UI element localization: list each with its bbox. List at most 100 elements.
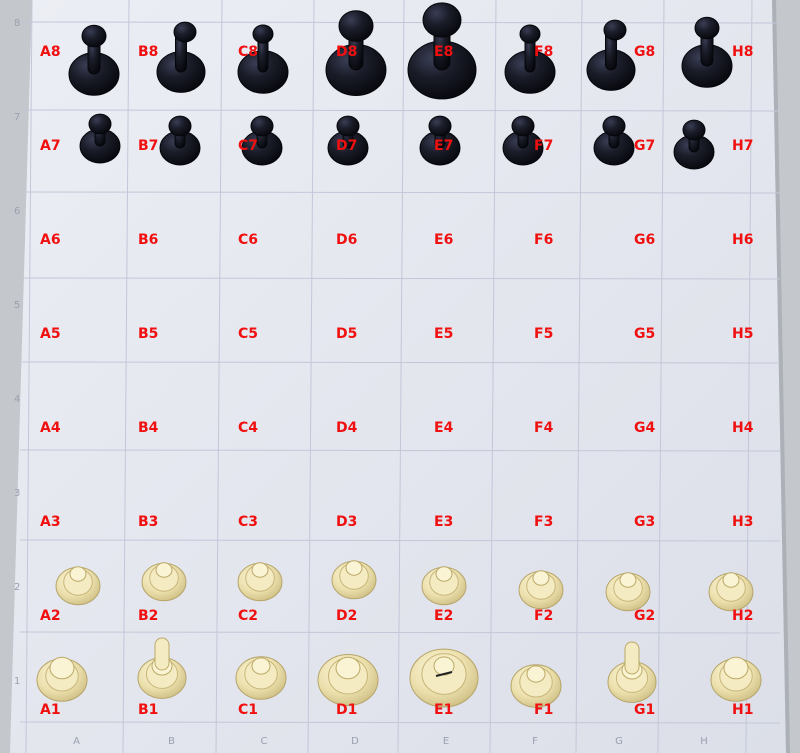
square-label: B2 bbox=[138, 608, 158, 624]
square-label: F3 bbox=[534, 514, 553, 530]
square-label: D4 bbox=[336, 420, 358, 436]
square-label: F6 bbox=[534, 232, 553, 248]
grid-line-vertical bbox=[307, 0, 315, 753]
grid-line-vertical bbox=[657, 0, 665, 753]
square-label: F8 bbox=[534, 44, 553, 60]
white-knight-piece bbox=[607, 641, 657, 703]
square-label: G3 bbox=[634, 514, 655, 530]
square-label: D3 bbox=[336, 514, 357, 530]
edge-mark-file: G bbox=[615, 736, 623, 747]
black-pawn-piece bbox=[419, 115, 461, 166]
black-rook-piece bbox=[68, 24, 120, 96]
edge-mark-file: A bbox=[73, 736, 80, 747]
square-label: C8 bbox=[238, 44, 258, 60]
square-label: E6 bbox=[434, 232, 453, 248]
square-label: F4 bbox=[534, 420, 554, 436]
square-label: H4 bbox=[732, 420, 754, 436]
black-bishop-piece bbox=[504, 24, 556, 94]
white-pawn-piece bbox=[518, 570, 564, 610]
black-knight-piece bbox=[156, 21, 206, 93]
square-label: A3 bbox=[40, 514, 61, 530]
edge-mark-rank: 7 bbox=[14, 112, 20, 123]
square-label: C4 bbox=[238, 420, 258, 436]
grid-line-vertical bbox=[745, 0, 753, 753]
square-label: C7 bbox=[238, 138, 258, 154]
white-pawn-piece bbox=[331, 560, 377, 600]
grid-line-vertical bbox=[575, 0, 583, 753]
grid-line-horizontal bbox=[19, 539, 781, 542]
square-label: A6 bbox=[40, 232, 61, 248]
edge-mark-file: D bbox=[351, 736, 359, 747]
square-label: G6 bbox=[634, 232, 655, 248]
square-label: B1 bbox=[138, 702, 158, 718]
square-label: E2 bbox=[434, 608, 453, 624]
square-label: B3 bbox=[138, 514, 158, 530]
grid-line-vertical bbox=[25, 0, 33, 753]
white-knight-piece bbox=[137, 637, 187, 699]
grid-line-horizontal bbox=[19, 721, 781, 724]
white-pawn-piece bbox=[421, 566, 467, 606]
square-label: G7 bbox=[634, 138, 655, 154]
square-label: D5 bbox=[336, 326, 357, 342]
grid-line-vertical bbox=[489, 0, 497, 753]
grid-lines bbox=[19, 0, 781, 753]
square-label: H2 bbox=[732, 608, 753, 624]
white-pawn-piece bbox=[237, 562, 283, 602]
edge-mark-rank: 1 bbox=[14, 676, 20, 687]
square-label: A8 bbox=[40, 44, 61, 60]
square-label: F5 bbox=[534, 326, 553, 342]
square-label: B4 bbox=[138, 420, 159, 436]
board-edge-shadow bbox=[772, 0, 790, 753]
square-label: H5 bbox=[732, 326, 753, 342]
edge-mark-file: E bbox=[443, 736, 449, 747]
edge-mark-rank: 4 bbox=[14, 394, 20, 405]
square-label: H3 bbox=[732, 514, 753, 530]
square-labels: A8 B8 C8 D8 E8 F8 G8 H8 A7 B7 C7 D7 E7 F7 G7 H7 A6 B6 C6 D6… bbox=[40, 44, 754, 718]
square-label: F2 bbox=[534, 608, 553, 624]
square-label: B7 bbox=[138, 138, 158, 154]
white-pawn-piece bbox=[605, 572, 651, 612]
square-label: B6 bbox=[138, 232, 158, 248]
grid-line-horizontal bbox=[19, 277, 781, 280]
square-label: A2 bbox=[40, 608, 61, 624]
square-label: H8 bbox=[732, 44, 753, 60]
grid-line-horizontal bbox=[19, 21, 781, 24]
square-label: D2 bbox=[336, 608, 357, 624]
square-label: D1 bbox=[336, 702, 357, 718]
white-rook-piece bbox=[36, 656, 88, 702]
square-label: G2 bbox=[634, 608, 655, 624]
square-label: D7 bbox=[336, 138, 357, 154]
square-label: A1 bbox=[40, 702, 61, 718]
black-pawn-piece bbox=[79, 113, 121, 164]
white-pawn-piece bbox=[708, 572, 754, 612]
square-label: D8 bbox=[336, 44, 357, 60]
white-pawn-piece bbox=[55, 566, 101, 606]
edge-mark-file: B bbox=[168, 736, 175, 747]
square-label: H6 bbox=[732, 232, 753, 248]
black-pawn-piece bbox=[593, 115, 635, 166]
square-label: C1 bbox=[238, 702, 258, 718]
square-label: E1 bbox=[434, 702, 453, 718]
square-label: E4 bbox=[434, 420, 454, 436]
white-pawn-piece bbox=[141, 562, 187, 602]
edge-mark-file: H bbox=[700, 736, 708, 747]
square-label: G4 bbox=[634, 420, 655, 436]
grid-line-vertical bbox=[215, 0, 223, 753]
edge-mark-rank: 8 bbox=[14, 18, 20, 29]
square-label: C6 bbox=[238, 232, 258, 248]
square-label: G8 bbox=[634, 44, 655, 60]
grid-line-horizontal bbox=[19, 109, 781, 112]
black-pawn-piece bbox=[159, 115, 201, 166]
square-label: E7 bbox=[434, 138, 453, 154]
square-label: E3 bbox=[434, 514, 453, 530]
square-label: F1 bbox=[534, 702, 553, 718]
square-label: E8 bbox=[434, 44, 453, 60]
square-label: F7 bbox=[534, 138, 553, 154]
black-pawn-piece bbox=[241, 115, 283, 166]
square-label: G5 bbox=[634, 326, 655, 342]
square-label: A5 bbox=[40, 326, 61, 342]
square-label: B5 bbox=[138, 326, 158, 342]
black-rook-piece bbox=[681, 16, 733, 88]
grid-line-horizontal bbox=[19, 361, 781, 364]
